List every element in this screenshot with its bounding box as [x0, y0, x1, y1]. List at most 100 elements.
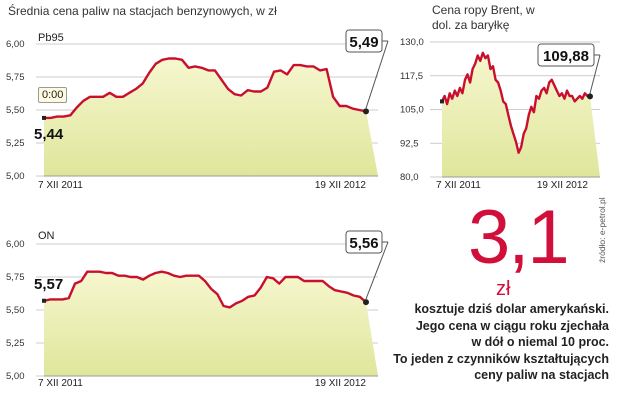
- on-data-point: [216, 293, 218, 295]
- brent-data-point: [576, 98, 578, 100]
- on-data-point: [161, 271, 163, 273]
- pb95-chart: 6,00 5,75 5,50 5,25 5,00 7 XII 2011 19 XII 201…: [6, 29, 389, 191]
- pb95-end-value-label: 5,49: [349, 34, 378, 51]
- pb95-area: [44, 58, 378, 176]
- on-data-point: [105, 272, 107, 274]
- on-data-point: [111, 272, 113, 274]
- on-data-point: [260, 287, 262, 289]
- brent-data-point: [507, 114, 509, 116]
- pb95-start-value-label: 5,44: [34, 126, 64, 143]
- on-data-point: [74, 283, 76, 285]
- on-chart: 6,00 5,75 5,50 5,25 5,00 7 XII 2011 19 XII 201…: [6, 230, 389, 389]
- brent-area: [442, 52, 600, 177]
- pb95-data-point: [220, 79, 222, 81]
- on-end-value-label: 5,56: [349, 235, 378, 252]
- on-data-point: [173, 275, 175, 277]
- on-data-point: [247, 296, 249, 298]
- brent-data-point: [510, 125, 512, 127]
- on-end-dot: [363, 299, 369, 306]
- on-data-point: [229, 306, 231, 308]
- brent-data-point: [525, 127, 527, 129]
- brent-data-point: [444, 95, 446, 97]
- pb95-data-point: [56, 116, 58, 118]
- on-start-value-label: 5,57: [34, 276, 63, 293]
- pb95-data-point: [96, 96, 98, 98]
- on-data-point: [62, 298, 64, 300]
- pb95-data-point: [326, 68, 328, 70]
- on-data-point: [80, 280, 82, 282]
- pb95-data-point: [148, 72, 150, 74]
- brent-data-point: [538, 98, 540, 100]
- brent-data-point: [581, 98, 583, 100]
- on-data-point: [278, 283, 280, 285]
- on-xtick-label: 7 XII 2011: [38, 378, 83, 389]
- on-data-point: [284, 276, 287, 278]
- pb95-xtick-label: 19 XII 2012: [315, 180, 367, 191]
- brent-data-point: [484, 57, 486, 59]
- on-data-point: [179, 276, 181, 278]
- on-data-point: [315, 280, 318, 282]
- brent-data-point: [505, 103, 507, 105]
- on-data-point: [148, 275, 150, 277]
- pb95-data-point: [109, 92, 111, 94]
- on-data-point: [49, 298, 51, 300]
- on-xtick-label: 19 XII 2012: [315, 378, 367, 389]
- pb95-data-point: [76, 106, 78, 108]
- pb95-start-dot: [42, 115, 46, 120]
- pb95-data-point: [122, 96, 124, 98]
- pb95-data-point: [280, 69, 282, 71]
- pb95-data-point: [286, 73, 288, 75]
- pb95-data-point: [128, 92, 130, 94]
- brent-data-point: [492, 65, 494, 67]
- pb95-data-point: [358, 109, 360, 111]
- brent-data-point: [540, 90, 543, 92]
- source-note: źródło: e-petrol.pl: [597, 197, 607, 263]
- brent-data-point: [543, 87, 545, 89]
- on-callout-connector: [365, 241, 389, 300]
- on-data-point: [154, 272, 157, 274]
- pb95-data-point: [227, 88, 229, 90]
- on-data-point: [253, 294, 256, 297]
- on-ytick-label: 5,50: [6, 305, 25, 316]
- on-data-point: [117, 275, 119, 277]
- brent-data-point: [472, 68, 474, 70]
- brent-data-point: [469, 81, 471, 84]
- pb95-data-point: [168, 57, 170, 60]
- pb95-chart-title: Średnia cena paliw na stacjach benzynowy…: [8, 4, 277, 18]
- pb95-data-point: [214, 69, 216, 71]
- pb95-series-line: [44, 57, 367, 120]
- on-data-point: [303, 280, 305, 282]
- brent-ytick-label: 105,0: [400, 105, 424, 116]
- pb95-data-point: [63, 116, 65, 118]
- on-data-point: [297, 276, 299, 278]
- brent-data-point: [558, 95, 561, 97]
- brent-data-point: [451, 98, 453, 100]
- brent-data-point: [495, 79, 497, 81]
- on-data-point: [192, 275, 194, 277]
- brent-data-point: [456, 95, 458, 97]
- pb95-data-point: [174, 57, 176, 60]
- on-data-point: [353, 294, 355, 297]
- on-data-point: [136, 276, 138, 278]
- brent-data-point: [459, 87, 461, 89]
- on-data-point: [223, 305, 225, 307]
- caption-line: ceny paliw na stacjach: [474, 368, 609, 382]
- brent-data-point: [464, 79, 466, 81]
- brent-data-point: [579, 95, 581, 97]
- on-data-point: [92, 271, 95, 273]
- pb95-data-point: [188, 67, 190, 69]
- pb95-data-point: [345, 105, 347, 107]
- brent-xtick-label: 7 XII 2011: [436, 180, 481, 191]
- brent-data-point: [479, 60, 481, 62]
- brent-data-point: [530, 106, 532, 108]
- on-data-point: [68, 297, 70, 299]
- brent-data-point: [551, 79, 553, 81]
- brent-data-point: [566, 90, 568, 92]
- brent-end-value-label: 109,88: [543, 48, 589, 65]
- pb95-ytick-label: 6,00: [6, 39, 25, 50]
- pb95-data-point: [273, 71, 275, 73]
- pb95-data-point: [102, 96, 104, 98]
- pb95-callout-connector: [365, 40, 389, 109]
- brent-data-point: [446, 103, 448, 105]
- pb95-data-point: [253, 90, 255, 93]
